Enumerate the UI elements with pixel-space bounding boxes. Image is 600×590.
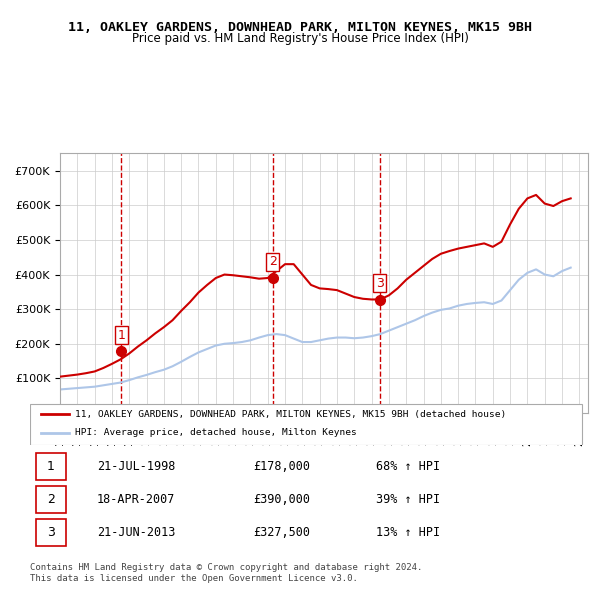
Text: 1: 1 [118,329,125,342]
FancyBboxPatch shape [30,404,583,445]
Text: 11, OAKLEY GARDENS, DOWNHEAD PARK, MILTON KEYNES, MK15 9BH: 11, OAKLEY GARDENS, DOWNHEAD PARK, MILTO… [68,21,532,34]
Text: 21-JUN-2013: 21-JUN-2013 [97,526,175,539]
Text: 18-APR-2007: 18-APR-2007 [97,493,175,506]
FancyBboxPatch shape [35,453,66,480]
Text: Price paid vs. HM Land Registry's House Price Index (HPI): Price paid vs. HM Land Registry's House … [131,32,469,45]
FancyBboxPatch shape [35,520,66,546]
Text: 2: 2 [47,493,55,506]
Text: 3: 3 [376,277,383,290]
Text: This data is licensed under the Open Government Licence v3.0.: This data is licensed under the Open Gov… [30,574,358,583]
Text: Contains HM Land Registry data © Crown copyright and database right 2024.: Contains HM Land Registry data © Crown c… [30,563,422,572]
Text: 68% ↑ HPI: 68% ↑ HPI [376,460,440,473]
Text: 13% ↑ HPI: 13% ↑ HPI [376,526,440,539]
Text: £327,500: £327,500 [253,526,310,539]
FancyBboxPatch shape [35,486,66,513]
Text: 21-JUL-1998: 21-JUL-1998 [97,460,175,473]
Text: 2: 2 [269,255,277,268]
Text: £390,000: £390,000 [253,493,310,506]
Text: HPI: Average price, detached house, Milton Keynes: HPI: Average price, detached house, Milt… [74,428,356,437]
Text: £178,000: £178,000 [253,460,310,473]
Text: 1: 1 [47,460,55,473]
Text: 3: 3 [47,526,55,539]
Text: 39% ↑ HPI: 39% ↑ HPI [376,493,440,506]
Text: 11, OAKLEY GARDENS, DOWNHEAD PARK, MILTON KEYNES, MK15 9BH (detached house): 11, OAKLEY GARDENS, DOWNHEAD PARK, MILTO… [74,409,506,418]
